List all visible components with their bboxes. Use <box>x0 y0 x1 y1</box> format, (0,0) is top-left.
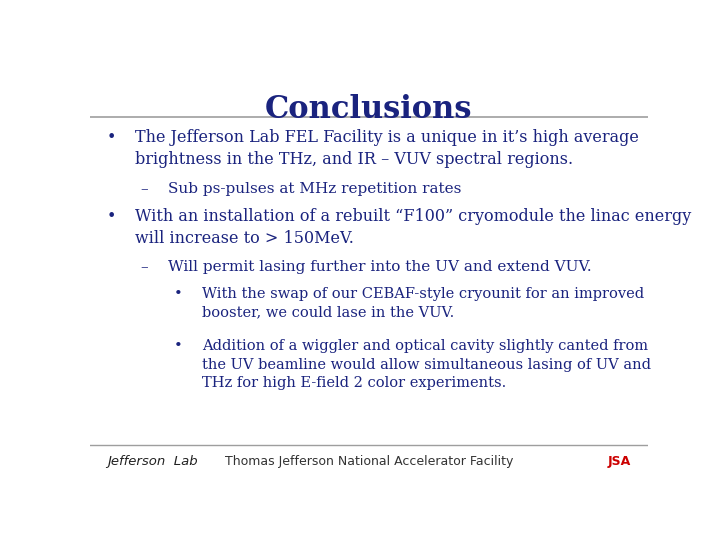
Text: •: • <box>174 287 182 301</box>
Text: •: • <box>107 129 116 146</box>
Text: Thomas Jefferson National Accelerator Facility: Thomas Jefferson National Accelerator Fa… <box>225 455 513 468</box>
Text: The Jefferson Lab FEL Facility is a unique in it’s high average
brightness in th: The Jefferson Lab FEL Facility is a uniq… <box>135 129 639 168</box>
Text: –: – <box>140 260 148 274</box>
Text: –: – <box>140 181 148 195</box>
Text: Conclusions: Conclusions <box>265 94 473 125</box>
Text: •: • <box>174 339 182 353</box>
Text: JSA: JSA <box>608 455 631 468</box>
Text: •: • <box>107 208 116 225</box>
Text: With the swap of our CEBAF-style cryounit for an improved
booster, we could lase: With the swap of our CEBAF-style cryouni… <box>202 287 644 319</box>
Text: Jefferson  Lab: Jefferson Lab <box>107 455 197 468</box>
Text: With an installation of a rebuilt “F100” cryomodule the linac energy
will increa: With an installation of a rebuilt “F100”… <box>135 208 691 247</box>
Text: Addition of a wiggler and optical cavity slightly canted from
the UV beamline wo: Addition of a wiggler and optical cavity… <box>202 339 651 390</box>
Text: Will permit lasing further into the UV and extend VUV.: Will permit lasing further into the UV a… <box>168 260 592 274</box>
Text: Sub ps-pulses at MHz repetition rates: Sub ps-pulses at MHz repetition rates <box>168 181 462 195</box>
